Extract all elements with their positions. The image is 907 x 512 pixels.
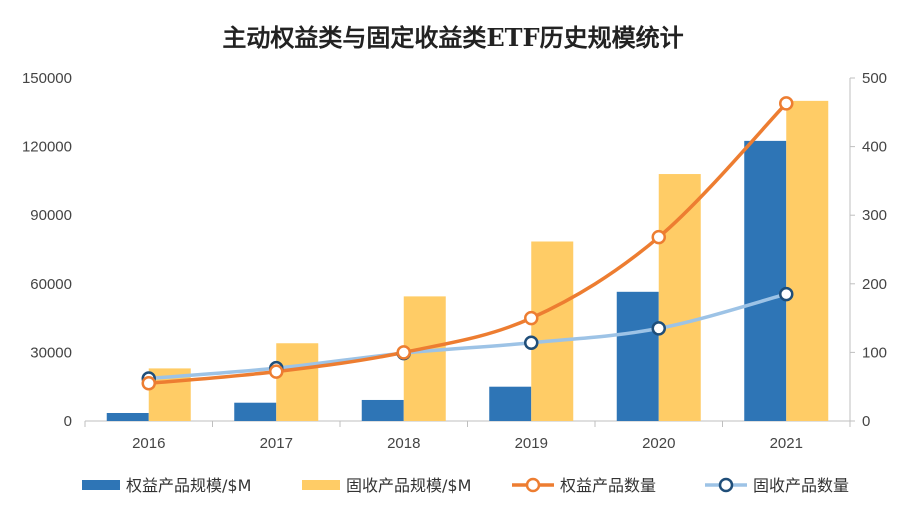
point-equity-count [141, 376, 156, 391]
point-fixed-income-count [651, 321, 666, 336]
bar-equity [361, 399, 404, 421]
legend: 权益产品规模/$M 固收产品规模/$M 权益产品数量 固收产品数量 [82, 476, 849, 495]
line-equity-count [147, 101, 788, 386]
point-equity-count [524, 310, 539, 326]
y-left-tick-label: 30000 [30, 344, 72, 361]
bar-fixed-income [276, 343, 319, 421]
y-right-tick-label: 300 [862, 207, 887, 224]
y-right-tick-label: 400 [862, 139, 887, 156]
point-equity-count [396, 345, 411, 360]
bar-equity [106, 412, 149, 421]
y-right-tick-label: 200 [862, 276, 887, 293]
y-left-tick-label: 90000 [30, 207, 72, 224]
y-right-tick-label: 500 [862, 70, 887, 87]
bar-fixed-income [403, 296, 446, 421]
y-left-tick-label: 60000 [30, 276, 72, 293]
x-tick-label: 2021 [770, 435, 803, 452]
legend-marker [525, 477, 541, 493]
legend-marker [718, 477, 734, 493]
point-equity-count [779, 96, 794, 111]
y-left-tick-label: 120000 [22, 139, 72, 156]
legend-label: 权益产品数量 [560, 476, 656, 495]
bars [106, 100, 829, 421]
bar-equity [616, 291, 659, 421]
x-tick-label: 2020 [642, 435, 675, 452]
legend-swatch [82, 480, 120, 490]
bar-fixed-income [658, 174, 701, 421]
y-left-tick-label: 0 [64, 413, 72, 430]
x-tick-label: 2018 [387, 435, 420, 452]
legend-label: 固收产品规模/$M [346, 476, 471, 495]
bar-fixed-income [531, 241, 574, 421]
line-fixed-income-count [147, 292, 788, 381]
bar-fixed-income [786, 100, 829, 421]
bar-equity [744, 140, 787, 421]
y-left-tick-label: 150000 [22, 70, 72, 87]
legend-label: 固收产品数量 [753, 476, 849, 495]
axes: 2016 2017 2018 2019 2020 2021 0 30000 60000 90000… [22, 70, 887, 452]
bar-equity [489, 386, 532, 421]
y-right-tick-label: 0 [862, 413, 870, 430]
x-tick-label: 2017 [260, 435, 293, 452]
x-tick-label: 2016 [132, 435, 165, 452]
legend-swatch [302, 480, 340, 490]
legend-label: 权益产品规模/$M [126, 476, 251, 495]
point-fixed-income-count [524, 335, 539, 351]
chart-title: 主动权益类与固定收益类ETF历史规模统计 [222, 23, 683, 52]
x-tick-label: 2019 [515, 435, 548, 452]
y-right-tick-label: 100 [862, 344, 887, 361]
lines [141, 96, 794, 391]
point-equity-count [269, 364, 284, 379]
point-equity-count [651, 229, 666, 245]
bar-equity [234, 402, 277, 421]
point-fixed-income-count [779, 286, 794, 302]
